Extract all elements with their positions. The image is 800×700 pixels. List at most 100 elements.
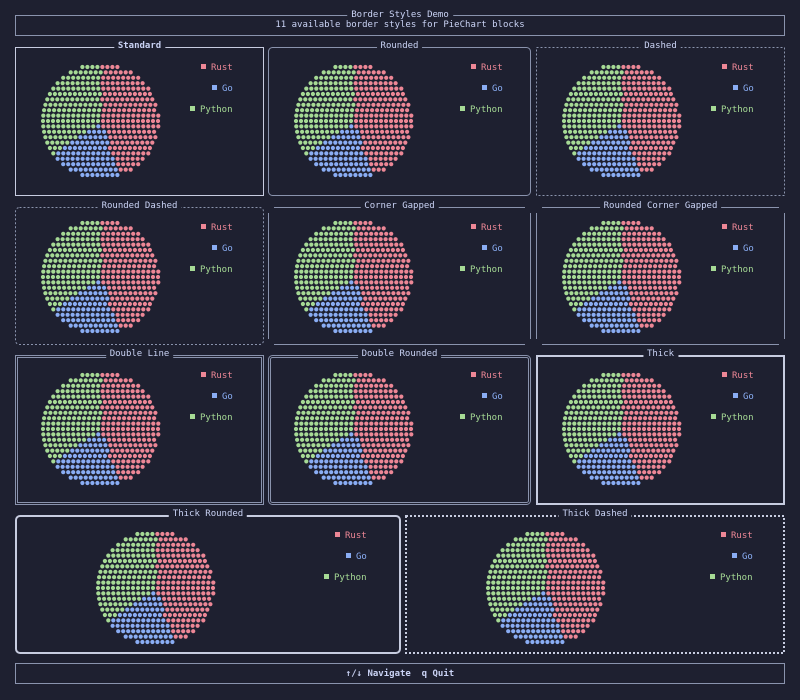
panel-rounded-dashed[interactable]: Rounded Dashed Rust Go Python xyxy=(15,201,264,345)
pie-dot-rust xyxy=(156,124,161,129)
pie-dot-rust xyxy=(658,285,663,290)
pie-dot-python xyxy=(56,86,61,91)
pie-dot-python xyxy=(57,453,63,459)
pie-dot-python xyxy=(329,86,334,91)
pie-dot-go xyxy=(621,312,626,317)
panel-thick-dashed[interactable]: Thick Dashed Rust Go Python xyxy=(405,509,785,654)
pie-dot-go xyxy=(101,470,106,475)
pie-dot-python xyxy=(304,151,309,156)
pie-dot-python xyxy=(65,426,71,432)
pie-dot-go xyxy=(582,459,587,464)
pie-dot-python xyxy=(47,285,52,290)
pie-dot-python xyxy=(97,575,102,580)
pie-dot-go xyxy=(606,448,611,453)
panel-double-line[interactable]: Double Line Rust Go Python xyxy=(15,349,264,505)
panel-thick[interactable]: Thick Rust Go Python xyxy=(536,349,785,505)
panel-rounded-corner-gapped[interactable]: Rounded Corner Gapped Rust Go Python xyxy=(536,201,785,345)
pie-dot-python xyxy=(333,118,339,124)
pie-dot-python xyxy=(313,81,318,86)
pie-dot-python xyxy=(146,591,151,596)
pie-dot-python xyxy=(308,389,313,394)
pie-dot-rust xyxy=(131,307,136,312)
pie-dot-rust xyxy=(359,242,364,247)
pie-dot-python xyxy=(90,274,96,280)
pie-dot-rust xyxy=(657,124,662,129)
pie-dot-python xyxy=(82,285,87,290)
pie-dot-python xyxy=(309,432,314,437)
pie-dot-python xyxy=(344,421,349,426)
pie-dot-rust xyxy=(128,135,133,140)
pie-dot-python xyxy=(67,437,72,442)
pie-dot-rust xyxy=(662,421,667,426)
pie-dot-python xyxy=(612,269,617,274)
panel-standard[interactable]: Standard Rust Go Python xyxy=(15,41,264,196)
pie-dot-python xyxy=(72,108,77,113)
pie-dot-rust xyxy=(100,274,106,280)
panel-rounded[interactable]: Rounded Rust Go Python xyxy=(268,41,531,196)
pie-dot-python xyxy=(135,564,140,569)
legend-label: Python xyxy=(721,265,754,275)
pie-dot-rust xyxy=(646,274,652,280)
pie-dot-rust xyxy=(667,280,672,285)
pie-dot-rust xyxy=(623,399,628,405)
pie-dot-rust xyxy=(388,253,393,258)
pie-dot-python xyxy=(608,108,613,113)
pie-dot-python xyxy=(77,399,82,405)
pie-dot-go xyxy=(95,296,100,301)
pie-dot-go xyxy=(349,151,354,156)
pie-dot-go xyxy=(634,323,639,328)
pie-dot-rust xyxy=(649,443,654,448)
pie-dot-python xyxy=(95,253,100,258)
pie-dot-rust xyxy=(112,129,117,134)
pie-dot-python xyxy=(531,580,536,585)
pie-dot-python xyxy=(581,296,586,301)
panel-title: Rounded xyxy=(376,41,423,52)
pie-dot-python xyxy=(564,443,569,448)
pie-dot-rust xyxy=(643,108,648,113)
pie-dot-python xyxy=(586,405,591,410)
pie-dot-rust xyxy=(373,296,378,301)
pie-dot-go xyxy=(323,312,328,317)
pie-dot-python xyxy=(320,264,325,269)
pie-dot-rust xyxy=(631,140,636,145)
pie-dot-python xyxy=(586,81,591,86)
navigate-hint[interactable]: ↑/↓ Navigate xyxy=(345,669,411,679)
pie-dot-rust xyxy=(365,264,370,269)
pie-dot-rust xyxy=(165,531,170,537)
pie-dot-rust xyxy=(359,432,364,437)
pie-dot-rust xyxy=(677,280,682,285)
pie-dot-rust xyxy=(146,459,151,464)
pie-dot-rust xyxy=(131,231,136,236)
pie-dot-rust xyxy=(133,258,138,263)
pie-dot-go xyxy=(331,291,336,296)
pie-dot-python xyxy=(301,443,306,448)
pie-dot-rust xyxy=(628,416,633,421)
panel-thick-rounded[interactable]: Thick Rounded Rust Go Python xyxy=(15,509,401,654)
pie-dot-rust xyxy=(353,389,358,394)
pie-dot-python xyxy=(502,558,507,564)
pie-dot-python xyxy=(331,378,336,383)
pie-dot-rust xyxy=(118,135,123,140)
panel-double-rounded[interactable]: Double Rounded Rust Go Python xyxy=(268,349,531,505)
pie-dot-python xyxy=(96,394,101,399)
pie-dot-python xyxy=(613,264,618,269)
panel-corner-gapped[interactable]: Corner Gapped Rust Go Python xyxy=(268,201,531,345)
pie-dot-python xyxy=(66,242,71,247)
pie-dot-rust xyxy=(634,378,639,383)
panel-dashed[interactable]: Dashed Rust Go Python xyxy=(536,41,785,196)
pie-dot-rust xyxy=(395,416,400,421)
pie-dot-python xyxy=(131,591,136,596)
legend-item-rust: Rust xyxy=(722,223,754,234)
pie-dot-python xyxy=(601,118,607,124)
pie-dot-rust xyxy=(145,253,150,258)
pie-dot-rust xyxy=(125,253,130,258)
pie-dot-rust xyxy=(126,75,131,80)
pie-dot-python xyxy=(598,264,603,269)
pie-dot-rust xyxy=(155,548,160,553)
pie-dot-python xyxy=(71,269,76,274)
pie-dot-rust xyxy=(373,118,379,124)
quit-hint[interactable]: q Quit xyxy=(421,669,455,679)
pie-dot-go xyxy=(116,629,121,634)
pie-dot-python xyxy=(61,113,66,118)
pie-dot-rust xyxy=(649,258,654,263)
